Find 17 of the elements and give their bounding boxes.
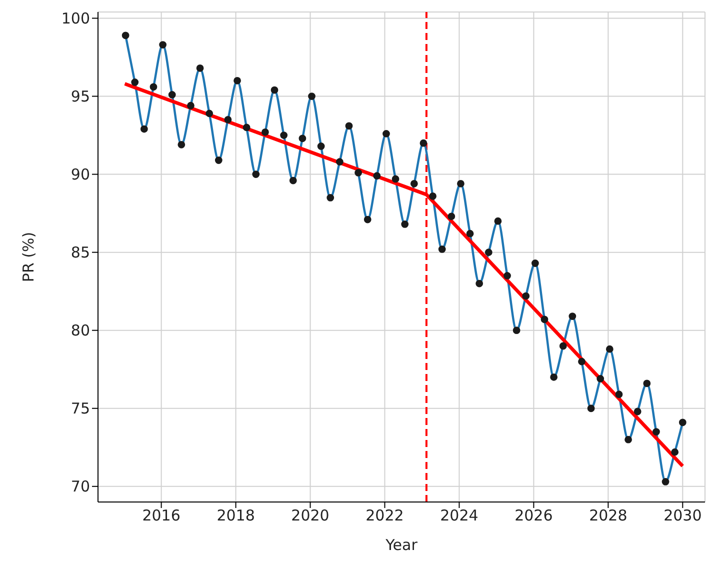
y-tick-label: 100 (61, 10, 90, 28)
x-axis-title: Year (384, 536, 418, 554)
x-tick-label: 2016 (142, 506, 180, 525)
x-tick-label: 2026 (514, 506, 553, 525)
y-tick-label: 70 (70, 478, 90, 496)
x-tick-label: 2022 (366, 506, 404, 525)
x-tick-label: 2020 (291, 506, 330, 525)
y-axis-title: PR (%) (19, 232, 38, 282)
x-tick-label: 2030 (664, 506, 702, 525)
y-tick-label: 90 (70, 166, 90, 184)
y-tick-label: 95 (70, 88, 90, 106)
x-tick-label: 2018 (216, 506, 255, 525)
y-tick-label: 80 (70, 322, 90, 340)
x-tick-label: 2028 (589, 506, 628, 525)
y-tick-label: 75 (70, 400, 90, 418)
x-tick-label: 2024 (440, 506, 478, 525)
y-tick-label: 85 (70, 244, 90, 262)
